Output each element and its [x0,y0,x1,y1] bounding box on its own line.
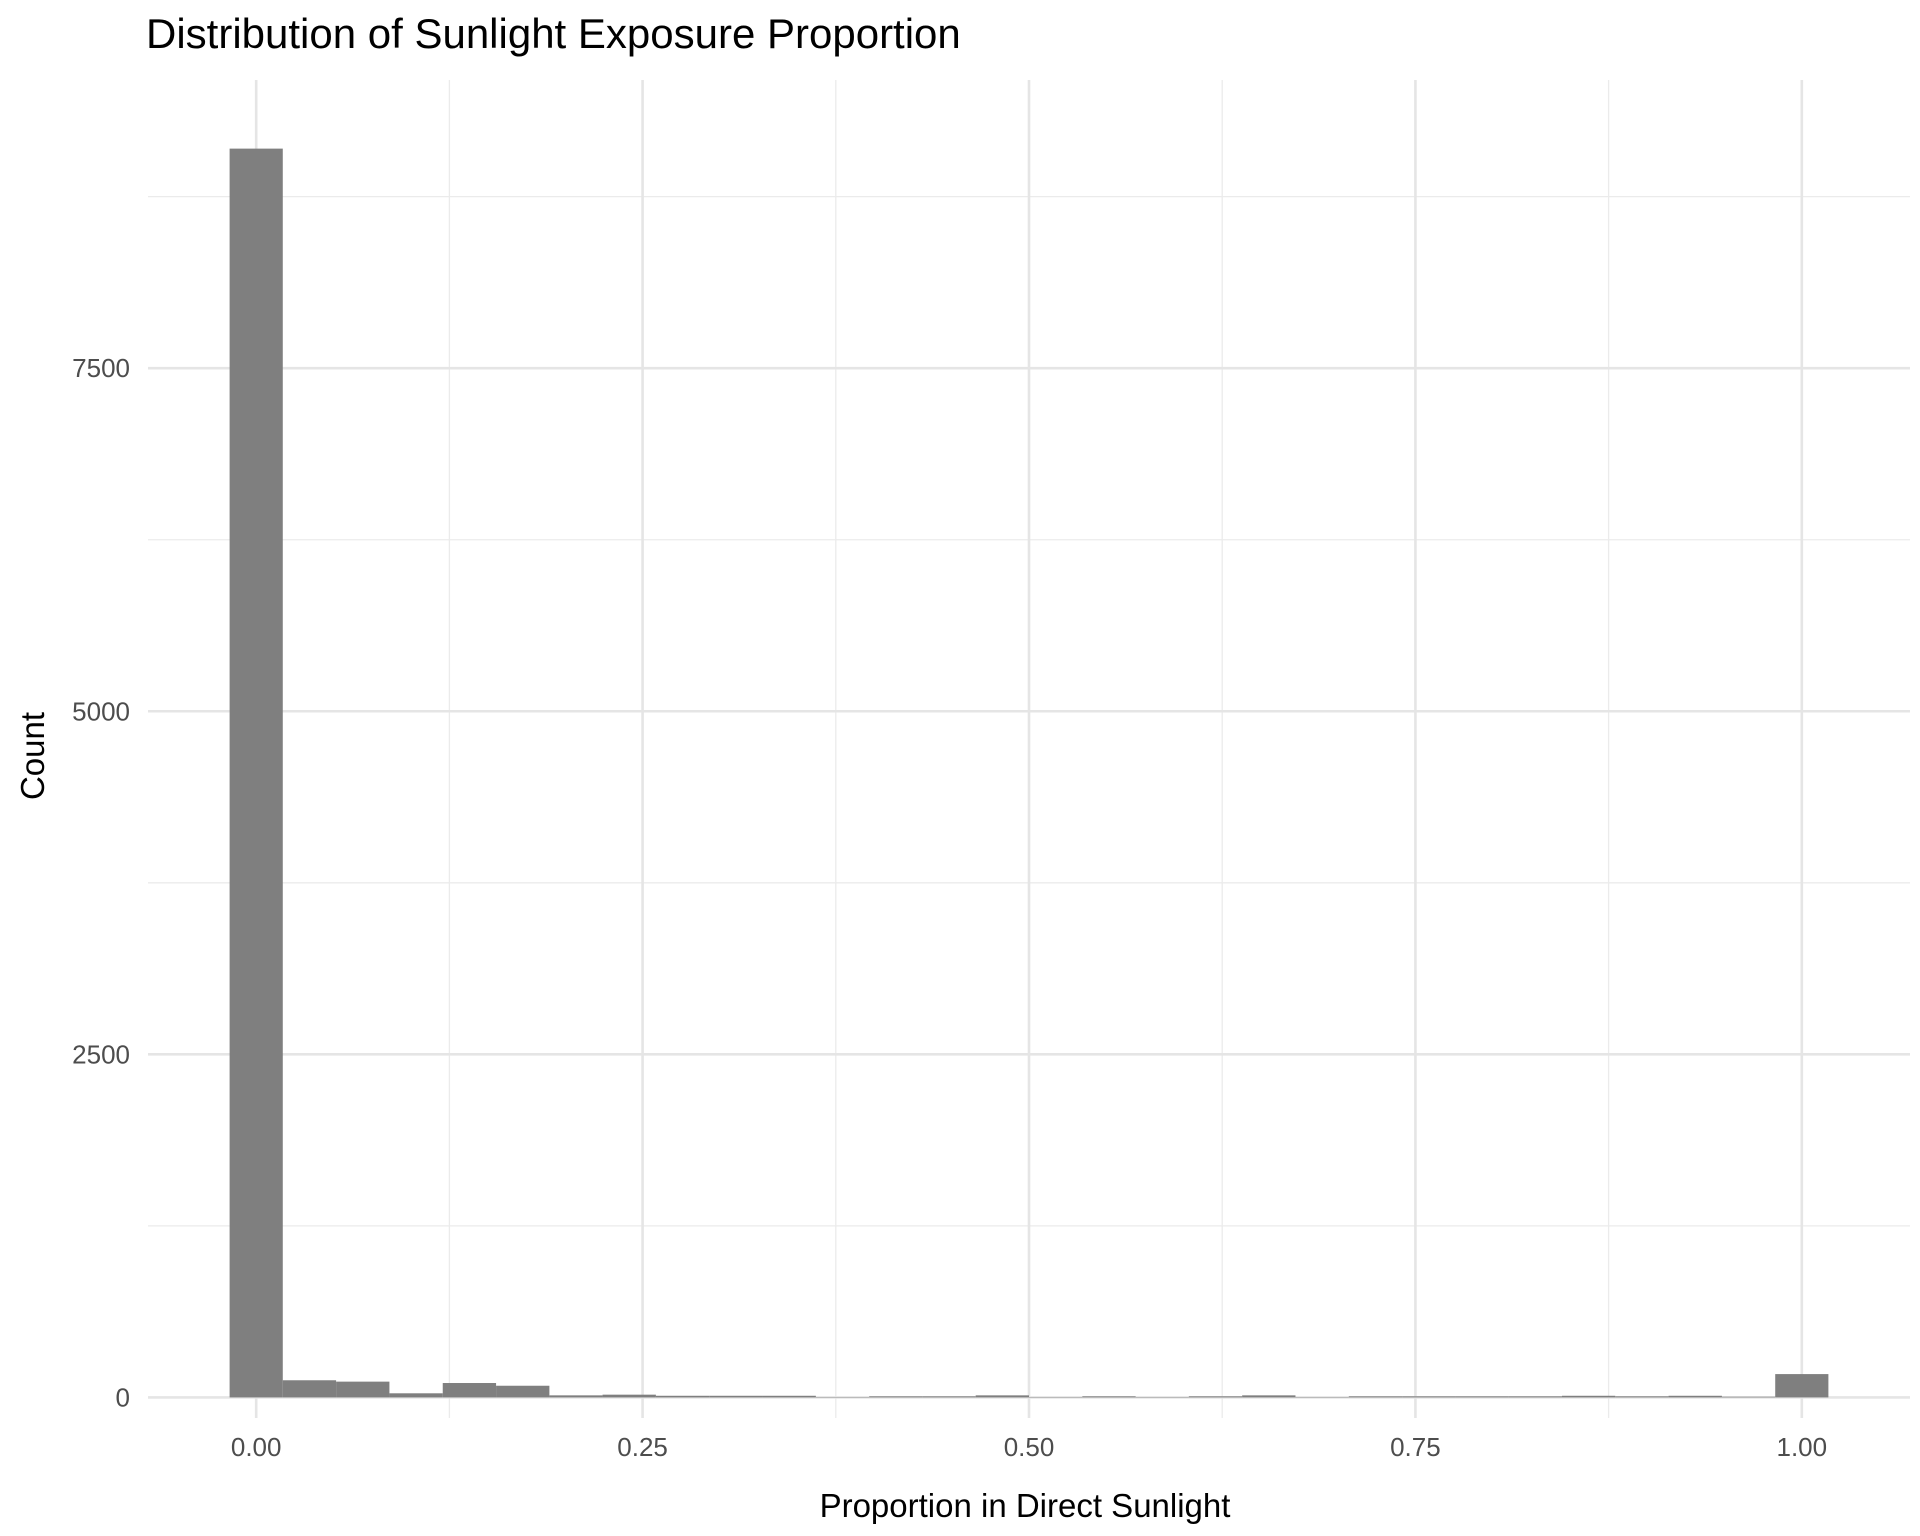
histogram-bar [602,1394,656,1398]
x-tick-label: 0.25 [617,1432,668,1462]
x-tick-label: 0.50 [1004,1432,1055,1462]
histogram-bar [496,1385,550,1398]
histogram-bar [549,1395,603,1398]
histogram-bars [229,148,1829,1398]
histogram-bar [1188,1396,1243,1398]
histogram-bar [1455,1396,1509,1398]
histogram-bar [1561,1395,1616,1398]
histogram-bar [229,148,283,1398]
histogram-bar [869,1396,923,1398]
chart-title: Distribution of Sunlight Exposure Propor… [146,10,961,57]
histogram-bar [442,1383,497,1398]
histogram-bar [1348,1396,1403,1398]
histogram-bar [1615,1396,1669,1398]
histogram-bar [1775,1374,1829,1398]
histogram-bar [975,1395,1029,1398]
y-tick-label: 2500 [72,1039,130,1069]
histogram-bar [762,1395,816,1398]
histogram-bar [389,1393,443,1398]
histogram-bar [1508,1396,1562,1398]
y-tick-label: 0 [116,1382,130,1412]
y-axis-ticks: 0 2500 5000 7500 [72,353,130,1412]
histogram-bar [282,1380,337,1398]
y-axis-title: Count [14,712,51,800]
histogram-bar [336,1381,390,1398]
histogram-bar [655,1395,710,1398]
x-axis-ticks: 0.00 0.25 0.50 0.75 1.00 [231,1432,1827,1462]
x-tick-label: 0.75 [1390,1432,1441,1462]
histogram-bar [1402,1396,1456,1398]
histogram-bar [1668,1395,1722,1398]
histogram-bar [922,1396,976,1398]
major-gridlines [148,80,1910,1418]
histogram-bar [709,1395,763,1398]
y-tick-label: 5000 [72,696,130,726]
x-tick-label: 0.00 [231,1432,282,1462]
histogram-bar [1242,1395,1296,1398]
histogram-bar [1082,1396,1136,1398]
histogram-bar [1721,1396,1776,1398]
x-axis-title: Proportion in Direct Sunlight [820,1487,1231,1524]
x-tick-label: 1.00 [1777,1432,1828,1462]
y-tick-label: 7500 [72,353,130,383]
